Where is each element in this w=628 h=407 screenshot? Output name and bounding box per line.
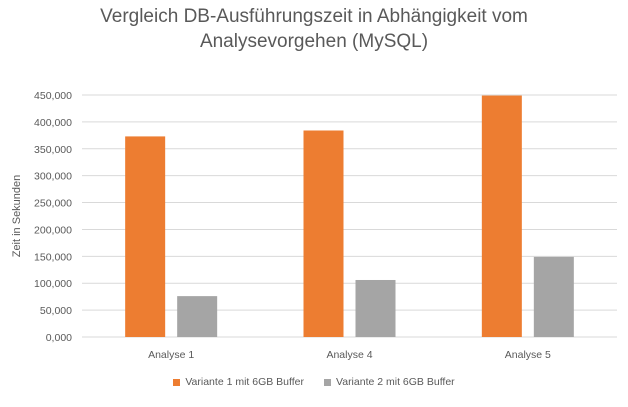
chart-title: Vergleich DB-Ausführungszeit in Abhängig… xyxy=(0,4,628,54)
legend-item-variante-1: Variante 1 mit 6GB Buffer xyxy=(173,376,304,388)
legend-swatch-variante-1 xyxy=(173,378,181,386)
y-tick-label: 50,000 xyxy=(40,305,72,317)
x-category-label: Analyse 1 xyxy=(148,349,194,361)
y-axis-title: Zeit in Sekunden xyxy=(11,175,23,258)
y-tick-label: 0,000 xyxy=(46,332,72,344)
y-tick-label: 200,000 xyxy=(34,224,72,236)
bar-series-1-cat-1 xyxy=(125,136,166,337)
y-tick-label: 450,000 xyxy=(34,90,72,102)
legend-item-variante-2: Variante 2 mit 6GB Buffer xyxy=(324,376,455,388)
legend-label-variante-2: Variante 2 mit 6GB Buffer xyxy=(336,376,455,388)
y-tick-label: 250,000 xyxy=(34,198,72,210)
legend: Variante 1 mit 6GB Buffer Variante 2 mit… xyxy=(0,376,628,388)
bar-series-2-cat-3 xyxy=(533,256,574,337)
chart-title-line-2: Analysevorgehen (MySQL) xyxy=(199,31,429,52)
legend-label-variante-1: Variante 1 mit 6GB Buffer xyxy=(185,376,304,388)
y-tick-label: 400,000 xyxy=(34,117,72,129)
legend-swatch-variante-2 xyxy=(324,378,331,386)
bar-series-1-cat-3 xyxy=(481,95,522,337)
chart-title-line-1: Vergleich DB-Ausführungszeit in Abhängig… xyxy=(100,6,528,27)
y-axis-tick-labels: 0,000 50,000 100,000 150,000 200,000 250,000 3… xyxy=(34,90,72,344)
bar-series-2-cat-2 xyxy=(355,279,396,337)
y-tick-label: 300,000 xyxy=(34,171,72,183)
y-tick-label: 100,000 xyxy=(34,278,72,290)
x-category-label: Analyse 4 xyxy=(326,349,372,361)
gridlines xyxy=(82,94,617,338)
y-tick-label: 350,000 xyxy=(34,144,72,156)
x-category-label: Analyse 5 xyxy=(505,349,551,361)
bar-series-2-cat-1 xyxy=(177,296,218,337)
bar-series-1-cat-2 xyxy=(303,130,344,337)
x-axis-category-labels: Analyse 1 Analyse 4 Analyse 5 xyxy=(148,349,551,361)
bars xyxy=(125,95,574,337)
y-tick-label: 150,000 xyxy=(34,251,72,263)
